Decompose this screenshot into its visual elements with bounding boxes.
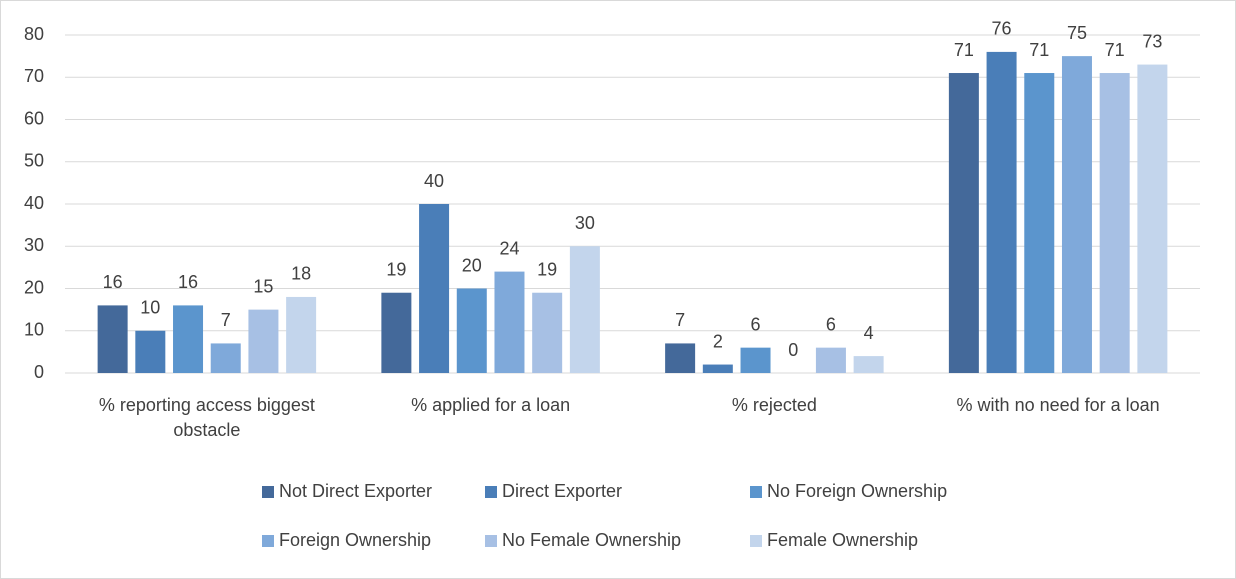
bar (456, 288, 487, 373)
y-tick-label: 30 (24, 235, 44, 255)
legend-swatch (485, 486, 497, 498)
y-tick-label: 80 (24, 24, 44, 44)
data-label: 16 (103, 272, 123, 292)
bar (248, 309, 279, 373)
data-label: 73 (1142, 31, 1162, 51)
x-tick-label: % rejected (732, 395, 817, 415)
bar (1024, 73, 1055, 374)
bar (948, 73, 979, 374)
legend-swatch (750, 486, 762, 498)
data-label: 20 (462, 255, 482, 275)
legend-label: Not Direct Exporter (279, 481, 432, 501)
data-label: 4 (864, 323, 874, 343)
y-tick-label: 20 (24, 277, 44, 297)
bar (815, 347, 846, 373)
legend-label: Direct Exporter (502, 481, 622, 501)
y-tick-label: 70 (24, 66, 44, 86)
data-label: 7 (675, 310, 685, 330)
bar (419, 204, 450, 373)
bar (532, 292, 563, 373)
bar (135, 330, 166, 373)
y-tick-label: 10 (24, 320, 44, 340)
y-tick-label: 50 (24, 151, 44, 171)
data-label: 19 (537, 259, 557, 279)
bar (381, 292, 412, 373)
legend-swatch (262, 486, 274, 498)
bar (1137, 64, 1168, 373)
bar (740, 347, 771, 373)
bar (494, 271, 525, 373)
bar (97, 305, 128, 373)
legend-label: No Female Ownership (502, 530, 681, 550)
bar (1061, 56, 1092, 373)
bar (665, 343, 696, 373)
bar (986, 51, 1017, 374)
x-tick-label: % with no need for a loan (957, 395, 1160, 415)
data-label: 30 (575, 213, 595, 233)
bar (853, 356, 884, 373)
data-label: 6 (751, 314, 761, 334)
data-label: 19 (386, 259, 406, 279)
data-label: 71 (1029, 40, 1049, 60)
data-label: 76 (992, 19, 1012, 39)
data-label: 7 (221, 310, 231, 330)
x-tick-label: % applied for a loan (411, 395, 570, 415)
data-label: 6 (826, 314, 836, 334)
data-label: 2 (713, 331, 723, 351)
legend-label: Foreign Ownership (279, 530, 431, 550)
bar (1099, 73, 1130, 374)
y-tick-label: 0 (34, 362, 44, 382)
data-label: 40 (424, 171, 444, 191)
bar (702, 364, 733, 373)
data-label: 71 (1105, 40, 1125, 60)
bar (173, 305, 204, 373)
legend-label: Female Ownership (767, 530, 918, 550)
data-label: 71 (954, 40, 974, 60)
bar (210, 343, 241, 373)
legend-label: No Foreign Ownership (767, 481, 947, 501)
legend-swatch (750, 535, 762, 547)
data-label: 16 (178, 272, 198, 292)
data-label: 18 (291, 264, 311, 284)
data-label: 24 (499, 238, 519, 258)
x-tick-label: % reporting access biggest obstacle (99, 395, 315, 440)
y-tick-label: 60 (24, 108, 44, 128)
data-label: 75 (1067, 23, 1087, 43)
legend-swatch (485, 535, 497, 547)
y-tick-label: 40 (24, 193, 44, 213)
bar (569, 246, 600, 373)
data-label: 0 (788, 340, 798, 360)
bar (286, 296, 317, 373)
data-label: 10 (140, 298, 160, 318)
data-label: 15 (253, 276, 273, 296)
legend-swatch (262, 535, 274, 547)
